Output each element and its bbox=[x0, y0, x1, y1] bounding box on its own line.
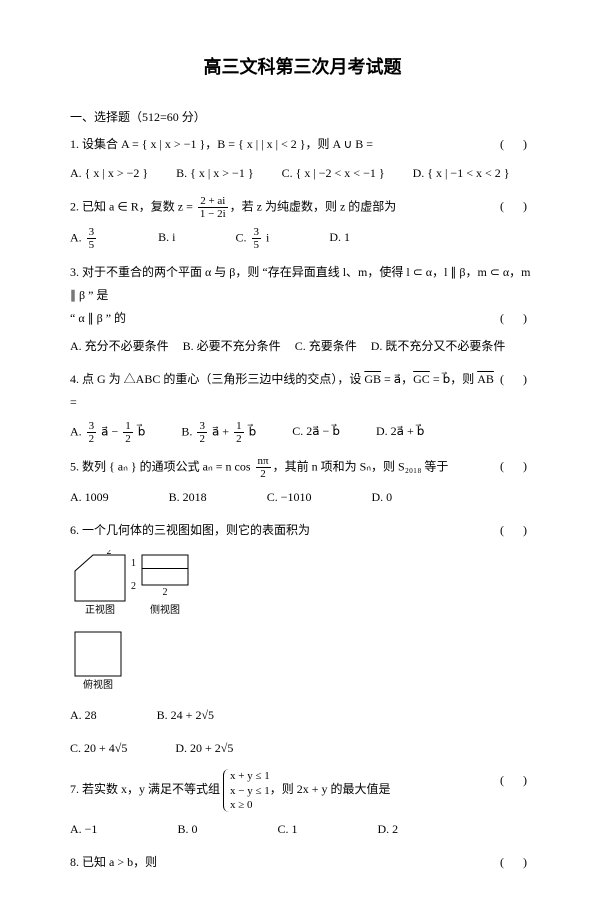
q6-opt-a: A. 28 bbox=[70, 704, 97, 727]
q7-opt-c: C. 1 bbox=[277, 818, 297, 841]
q1-opt-a: A. { x | x > −2 } bbox=[70, 162, 148, 185]
q3-options: A. 充分不必要条件 B. 必要不充分条件 C. 充要条件 D. 既不充分又不必… bbox=[70, 335, 535, 358]
q8-stem: 8. 已知 a > b，则 bbox=[70, 855, 157, 869]
q4-opt-d: D. 2a⃗ + b⃗ bbox=[376, 420, 424, 445]
q7-options: A. −1 B. 0 C. 1 D. 2 bbox=[70, 818, 535, 841]
question-8: ( ) 8. 已知 a > b，则 bbox=[70, 851, 535, 874]
answer-blank: ( ) bbox=[500, 519, 535, 542]
q7-stem-a: 7. 若实数 x，y 满足不等式组 bbox=[70, 783, 223, 797]
answer-blank: ( ) bbox=[500, 195, 535, 218]
svg-text:2: 2 bbox=[131, 581, 136, 592]
q4-gc: GC bbox=[413, 372, 430, 386]
answer-blank: ( ) bbox=[500, 851, 535, 874]
q7-opt-b: B. 0 bbox=[177, 818, 197, 841]
q2-opt-d: D. 1 bbox=[329, 226, 350, 251]
q4-stem: 4. 点 G 为 △ABC 的重心（三角形三边中线的交点），设 bbox=[70, 372, 364, 386]
q2-frac: 2 + ai1 − 2i bbox=[198, 195, 228, 220]
q1-stem: 1. 设集合 A = { x | x > −1 }，B = { x | | x … bbox=[70, 133, 535, 156]
section-heading: 一、选择题（512=60 分） bbox=[70, 106, 535, 129]
q2-options: A. 35 B. i C. 35 i D. 1 bbox=[70, 226, 535, 251]
q6-options-row2: C. 20 + 4√5 D. 20 + 2√5 bbox=[70, 737, 535, 760]
q5-opt-b: B. 2018 bbox=[169, 486, 207, 509]
svg-text:2: 2 bbox=[107, 550, 112, 557]
q6-opt-d: D. 20 + 2√5 bbox=[175, 737, 233, 760]
q1-options: A. { x | x > −2 } B. { x | x > −1 } C. {… bbox=[70, 162, 535, 185]
q4-opt-a: A. 32 a⃗ − 12 b⃗ bbox=[70, 420, 145, 445]
question-6: ( ) 6. 一个几何体的三视图如图，则它的表面积为 bbox=[70, 519, 535, 542]
q1-opt-c: C. { x | −2 < x < −1 } bbox=[282, 162, 385, 185]
q5-stem-b: ，其前 n 项和为 Sₙ，则 S₂₀₁₈ 等于 bbox=[273, 459, 449, 473]
q5-frac: nπ2 bbox=[256, 455, 271, 480]
q5-stem-a: 5. 数列 { aₙ } 的通项公式 aₙ = n cos bbox=[70, 459, 254, 473]
q2-stem-b: ，若 z 为纯虚数，则 z 的虚部为 bbox=[230, 199, 397, 213]
question-3: 3. 对于不重合的两个平面 α 与 β，则 “存在异面直线 l、m，使得 l ⊂… bbox=[70, 261, 535, 329]
q7-stem-b: ，则 2x + y 的最大值是 bbox=[270, 783, 391, 797]
q4-options: A. 32 a⃗ − 12 b⃗ B. 32 a⃗ + 12 b⃗ C. 2a⃗… bbox=[70, 420, 535, 445]
q5-options: A. 1009 B. 2018 C. −1010 D. 0 bbox=[70, 486, 535, 509]
answer-blank: ( ) bbox=[500, 307, 535, 330]
svg-text:2: 2 bbox=[163, 587, 168, 598]
q4-opt-b: B. 32 a⃗ + 12 b⃗ bbox=[181, 420, 256, 445]
svg-text:正视图: 正视图 bbox=[85, 603, 115, 616]
question-2: ( ) 2. 已知 a ∈ R，复数 z = 2 + ai1 − 2i，若 z … bbox=[70, 195, 535, 220]
svg-text:1: 1 bbox=[131, 558, 136, 569]
q3-line2: “ α ∥ β ” 的 bbox=[70, 311, 126, 325]
q2-stem-a: 2. 已知 a ∈ R，复数 z = bbox=[70, 199, 196, 213]
three-view-diagram: 2123正视图侧视图2俯视图 bbox=[70, 550, 535, 700]
answer-blank: ( ) bbox=[500, 133, 535, 156]
answer-blank: ( ) bbox=[500, 455, 535, 478]
q6-options-row1: A. 28 B. 24 + 2√5 bbox=[70, 704, 535, 727]
q6-opt-c: C. 20 + 4√5 bbox=[70, 737, 127, 760]
q7-opt-d: D. 2 bbox=[377, 818, 398, 841]
answer-blank: ( ) bbox=[500, 769, 535, 792]
answer-blank: ( ) bbox=[500, 368, 535, 391]
svg-text:侧视图: 侧视图 bbox=[150, 603, 180, 616]
q2-opt-a: A. 35 bbox=[70, 226, 98, 251]
q3-opt-b: B. 必要不充分条件 bbox=[183, 335, 281, 358]
q3-opt-a: A. 充分不必要条件 bbox=[70, 335, 169, 358]
question-4: ( ) 4. 点 G 为 △ABC 的重心（三角形三边中线的交点），设 GB =… bbox=[70, 368, 535, 414]
q6-opt-b: B. 24 + 2√5 bbox=[157, 704, 214, 727]
q2-opt-c: C. 35 i bbox=[236, 226, 270, 251]
question-1: ( ) 1. 设集合 A = { x | x > −1 }，B = { x | … bbox=[70, 133, 535, 156]
q5-opt-c: C. −1010 bbox=[267, 486, 312, 509]
question-5: ( ) 5. 数列 { aₙ } 的通项公式 aₙ = n cos nπ2，其前… bbox=[70, 455, 535, 480]
page-title: 高三文科第三次月考试题 bbox=[70, 50, 535, 84]
q3-opt-c: C. 充要条件 bbox=[295, 335, 357, 358]
q2-opt-b: B. i bbox=[158, 226, 175, 251]
q1-opt-d: D. { x | −1 < x < 2 } bbox=[413, 162, 510, 185]
q1-opt-b: B. { x | x > −1 } bbox=[176, 162, 253, 185]
q5-opt-a: A. 1009 bbox=[70, 486, 109, 509]
svg-text:俯视图: 俯视图 bbox=[83, 678, 113, 691]
q7-system: x + y ≤ 1x − y ≤ 1x ≥ 0 bbox=[223, 769, 270, 812]
q7-opt-a: A. −1 bbox=[70, 818, 97, 841]
q6-stem: 6. 一个几何体的三视图如图，则它的表面积为 bbox=[70, 523, 310, 537]
q5-opt-d: D. 0 bbox=[371, 486, 392, 509]
q3-opt-d: D. 既不充分又不必要条件 bbox=[371, 335, 506, 358]
q4-gb: GB bbox=[364, 372, 381, 386]
q4-opt-c: C. 2a⃗ − b⃗ bbox=[292, 420, 340, 445]
q3-line1: 3. 对于不重合的两个平面 α 与 β，则 “存在异面直线 l、m，使得 l ⊂… bbox=[70, 261, 535, 307]
q4-ab: AB bbox=[477, 372, 494, 386]
question-7: ( ) 7. 若实数 x，y 满足不等式组 x + y ≤ 1x − y ≤ 1… bbox=[70, 769, 535, 812]
